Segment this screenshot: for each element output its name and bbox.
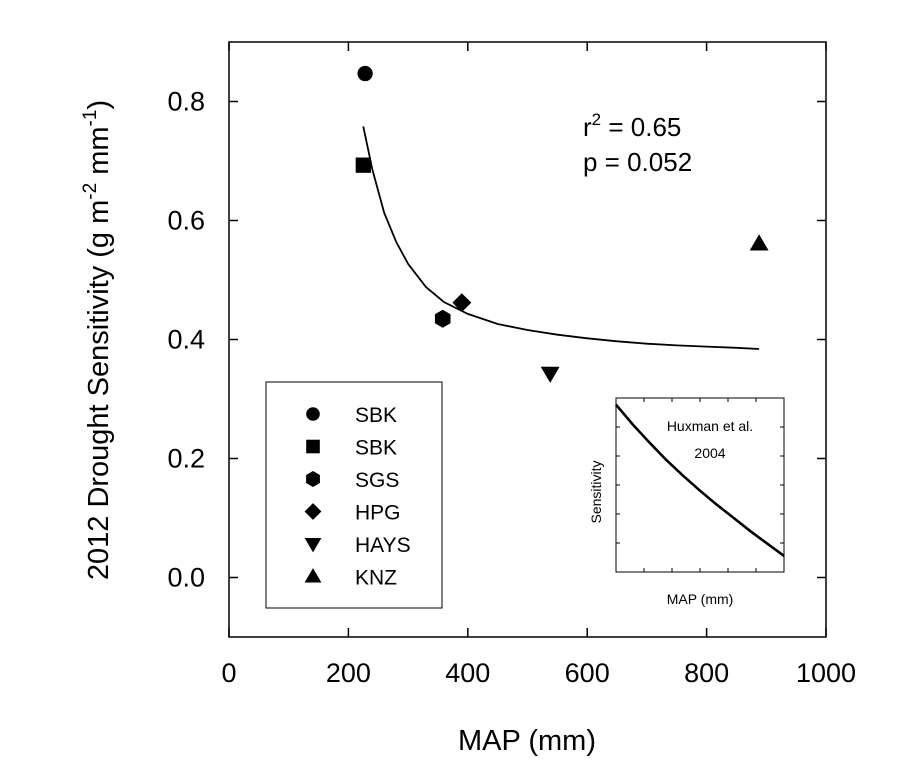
r2-value: = 0.65 <box>601 112 681 142</box>
legend-label: SBK <box>355 437 397 460</box>
legend-marker-diamond <box>304 503 322 520</box>
inset-curve-line <box>615 403 785 557</box>
legend-label: SBK <box>355 404 397 427</box>
y-axis-title-end: ) <box>83 100 115 110</box>
y-axis-title: 2012 Drought Sensitivity (g m-2 mm-1) <box>80 100 115 580</box>
y-axis-title-mid: mm <box>83 126 115 182</box>
x-tick-label: 600 <box>565 658 610 688</box>
data-point-hays-triangle-down <box>540 366 560 383</box>
r-squared-annotation: r2 = 0.65 <box>583 110 681 142</box>
inset-annotation-line2: 2004 <box>694 445 725 461</box>
x-axis-title: MAP (mm) <box>458 725 596 757</box>
legend-box <box>265 381 443 609</box>
p-value-annotation: p = 0.052 <box>583 147 692 177</box>
y-axis-title-exp2: -1 <box>80 110 101 127</box>
legend: SBK SBK SGS HPG HAYS KNZ <box>304 404 411 590</box>
legend-label: KNZ <box>355 567 397 590</box>
legend-marker-hexagon <box>306 471 320 487</box>
y-tick-labels: 0.0 0.2 0.4 0.6 0.8 <box>167 87 205 593</box>
r2-exponent: 2 <box>592 110 601 129</box>
x-tick-label: 400 <box>445 658 490 688</box>
data-point-sbk-square <box>355 157 371 173</box>
r2-label: r <box>583 112 592 142</box>
inset-x-axis-label: MAP (mm) <box>667 591 734 607</box>
y-tick-label: 0.2 <box>167 444 205 474</box>
legend-label: HPG <box>355 502 401 525</box>
inset-y-axis-label: Sensitivity <box>588 460 604 523</box>
legend-label: HAYS <box>355 534 411 557</box>
x-tick-label: 1000 <box>796 658 856 688</box>
data-point-sbk-circle <box>357 65 373 82</box>
inset-panel: Huxman et al. 2004 MAP (mm) Sensitivity <box>588 397 785 607</box>
y-tick-label: 0.4 <box>167 325 205 355</box>
axis-ticks <box>228 42 827 637</box>
x-tick-label: 0 <box>221 658 236 688</box>
data-point-sgs-hexagon <box>434 309 451 328</box>
y-axis-title-main: 2012 Drought Sensitivity (g m <box>83 200 115 580</box>
x-tick-label: 800 <box>684 658 729 688</box>
y-tick-label: 0.6 <box>167 206 205 236</box>
y-axis-title-exp1: -2 <box>80 183 101 200</box>
inset-ticks <box>616 398 784 572</box>
inset-annotation-line1: Huxman et al. <box>667 418 753 434</box>
data-points <box>355 65 769 383</box>
legend-label: SGS <box>355 469 399 492</box>
y-tick-label: 0.0 <box>167 563 205 593</box>
legend-marker-circle <box>306 407 320 421</box>
legend-marker-triangle-down <box>304 538 322 553</box>
x-tick-label: 200 <box>326 658 371 688</box>
legend-marker-triangle-up <box>304 568 322 583</box>
legend-marker-square <box>306 439 320 454</box>
data-point-hpg-diamond <box>452 293 472 313</box>
y-tick-label: 0.8 <box>167 87 205 117</box>
data-point-knz-triangle-up <box>749 234 769 251</box>
fit-curve-line <box>362 126 760 350</box>
x-tick-labels: 0 200 400 600 800 1000 <box>221 658 856 688</box>
